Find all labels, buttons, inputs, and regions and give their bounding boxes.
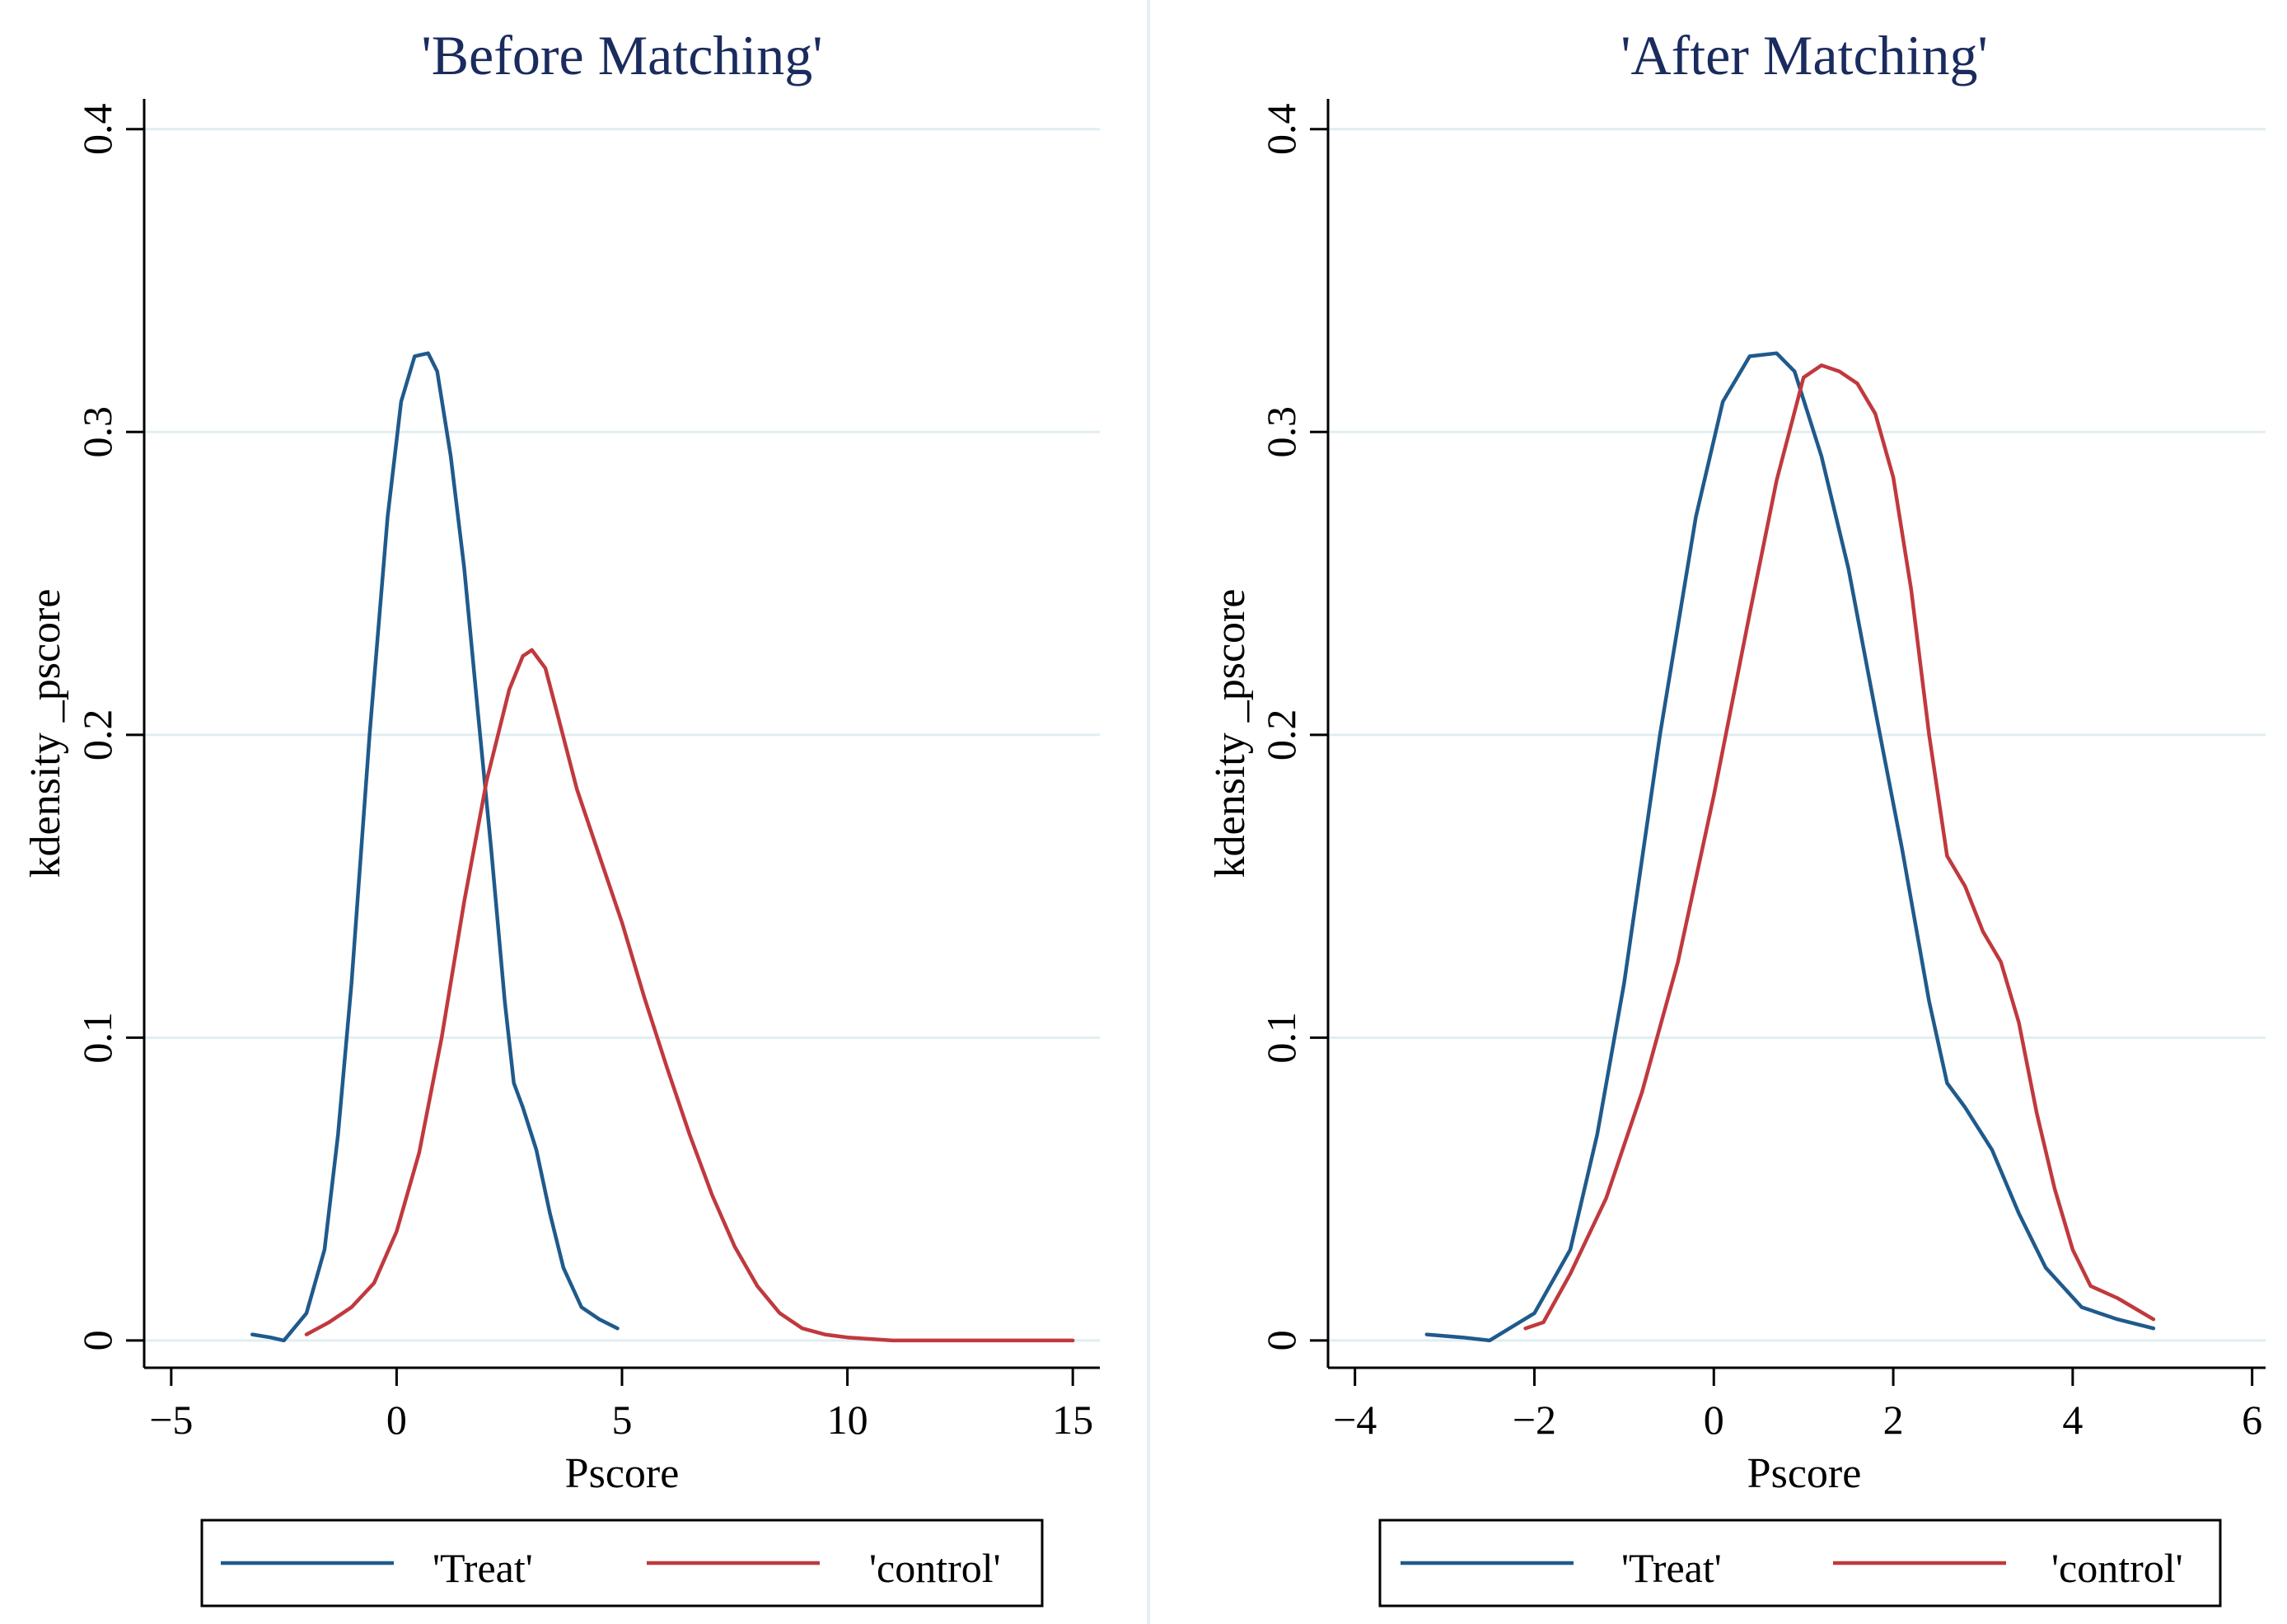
series-line-control (304, 648, 1075, 1343)
x-tick-label: 10 (827, 1397, 868, 1443)
y-tick-label: 0.3 (74, 406, 120, 458)
series-line-treat (250, 351, 620, 1343)
x-tick-label: −5 (149, 1397, 193, 1443)
y-tick-label: 0.1 (1258, 1012, 1304, 1064)
y-tick-label: 0.1 (74, 1012, 120, 1064)
legend-label-control: 'control' (869, 1545, 1001, 1591)
y-tick-label: 0.3 (1258, 406, 1304, 458)
y-tick-label: 0.2 (74, 709, 120, 761)
x-tick-label: −4 (1333, 1397, 1377, 1443)
y-axis-label: kdensity _pscore (1207, 589, 1254, 878)
y-tick-label: 0.2 (1258, 709, 1304, 761)
y-tick-label: 0.4 (74, 104, 120, 156)
x-tick-label: 6 (2242, 1397, 2262, 1443)
x-tick-label: 2 (1883, 1397, 1904, 1443)
legend-label-treat: 'Treat' (433, 1545, 533, 1591)
chart-panel-2: 'After Matching' 0 0.1 0.2 0.3 0.4 −4 −2 0 2 4 6 Psc… (1207, 24, 2266, 1608)
chart-title: 'Before Matching' (421, 24, 822, 87)
legend: 'Treat' 'control' (1378, 1519, 2222, 1608)
x-tick-label: 0 (1704, 1397, 1724, 1443)
legend: 'Treat' 'control' (200, 1519, 1044, 1608)
y-tick-label: 0 (1258, 1330, 1304, 1350)
x-axis-label: Pscore (1747, 1450, 1862, 1497)
x-tick-label: 4 (2062, 1397, 2083, 1443)
x-axis-label: Pscore (565, 1450, 680, 1497)
panel-divider (1147, 0, 1150, 1624)
x-tick-label: 15 (1052, 1397, 1093, 1443)
chart-title: 'After Matching' (1621, 24, 1988, 87)
y-tick-label: 0.4 (1258, 104, 1304, 156)
y-axis-label: kdensity _pscore (22, 589, 69, 878)
x-tick-label: 0 (386, 1397, 407, 1443)
series-line-treat (1424, 351, 2156, 1343)
x-tick-label: 5 (612, 1397, 633, 1443)
legend-label-control: 'control' (2051, 1545, 2183, 1591)
x-tick-label: −2 (1513, 1397, 1556, 1443)
chart-panel-1: 'Before Matching' 0 0.1 0.2 0.3 0.4 −5 0 5 10 15 Ps… (22, 24, 1100, 1608)
legend-label-treat: 'Treat' (1621, 1545, 1722, 1591)
y-tick-label: 0 (74, 1330, 120, 1350)
series-line-control (1523, 363, 2156, 1331)
